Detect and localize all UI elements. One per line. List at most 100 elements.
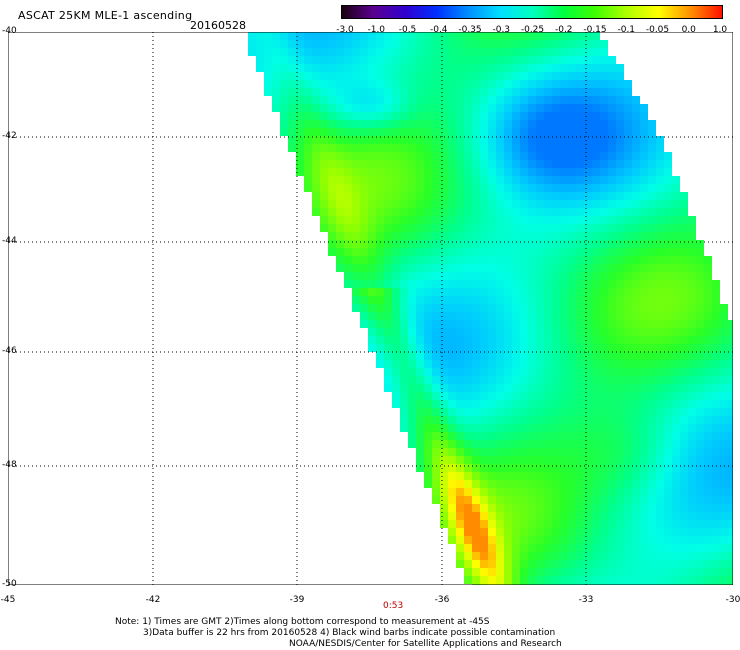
swath-cell [464, 440, 472, 448]
swath-cell [680, 576, 688, 584]
swath-cell [304, 88, 312, 96]
swath-cell [584, 424, 592, 432]
swath-cell [592, 376, 600, 384]
swath-cell [464, 288, 472, 296]
swath-cell [456, 160, 464, 168]
swath-cell [504, 536, 512, 544]
swath-cell [528, 288, 536, 296]
swath-cell [384, 216, 392, 224]
swath-cell [488, 40, 496, 48]
swath-cell [448, 104, 456, 112]
swath-cell [672, 472, 680, 480]
swath-cell [592, 352, 600, 360]
swath-cell [664, 440, 672, 448]
swath-cell [672, 552, 680, 560]
swath-cell [448, 200, 456, 208]
swath-cell [472, 368, 480, 376]
swath-cell [680, 568, 688, 576]
swath-cell [488, 568, 496, 576]
swath-cell [552, 256, 560, 264]
swath-cell [464, 368, 472, 376]
swath-cell [584, 528, 592, 536]
swath-cell [456, 80, 464, 88]
swath-cell [400, 400, 408, 408]
swath-cell [312, 48, 320, 56]
swath-cell [672, 392, 680, 400]
swath-cell [608, 520, 616, 528]
swath-cell [576, 496, 584, 504]
swath-cell [464, 416, 472, 424]
swath-cell [480, 176, 488, 184]
swath-cell [688, 216, 696, 224]
swath-cell [680, 432, 688, 440]
swath-cell [424, 104, 432, 112]
swath-cell [672, 280, 680, 288]
swath-cell [592, 400, 600, 408]
swath-cell [672, 272, 680, 280]
swath-cell [392, 80, 400, 88]
swath-cell [608, 344, 616, 352]
swath-cell [632, 176, 640, 184]
swath-cell [640, 184, 648, 192]
swath-cell [704, 344, 712, 352]
swath-cell [512, 400, 520, 408]
swath-cell [520, 112, 528, 120]
swath-cell [496, 536, 504, 544]
swath-cell [648, 464, 656, 472]
swath-cell [640, 104, 648, 112]
swath-cell [432, 40, 440, 48]
swath-cell [552, 120, 560, 128]
swath-cell [504, 320, 512, 328]
swath-cell [632, 344, 640, 352]
swath-cell [384, 184, 392, 192]
swath-cell [432, 368, 440, 376]
swath-cell [584, 32, 592, 40]
swath-cell [456, 488, 464, 496]
swath-cell [440, 32, 448, 40]
swath-cell [520, 296, 528, 304]
swath-cell [488, 80, 496, 88]
swath-cell [704, 576, 712, 584]
swath-cell [472, 480, 480, 488]
swath-cell [472, 384, 480, 392]
swath-cell [408, 304, 416, 312]
swath-cell [336, 192, 344, 200]
swath-cell [576, 384, 584, 392]
swath-cell [496, 432, 504, 440]
swath-cell [504, 264, 512, 272]
swath-cell [728, 544, 733, 552]
swath-cell [656, 216, 664, 224]
swath-cell [488, 504, 496, 512]
swath-cell [560, 456, 568, 464]
swath-cell [688, 528, 696, 536]
swath-cell [536, 176, 544, 184]
swath-cell [648, 472, 656, 480]
swath-cell [432, 32, 440, 40]
swath-cell [464, 312, 472, 320]
swath-cell [536, 280, 544, 288]
swath-cell [640, 200, 648, 208]
swath-cell [456, 512, 464, 520]
note-line-1: Note: 1) Times are GMT 2)Times along bot… [115, 617, 490, 627]
swath-cell [456, 376, 464, 384]
swath-cell [576, 528, 584, 536]
swath-cell [520, 184, 528, 192]
swath-cell [264, 48, 272, 56]
swath-cell [456, 352, 464, 360]
swath-cell [376, 200, 384, 208]
swath-cell [616, 328, 624, 336]
swath-cell [448, 224, 456, 232]
swath-cell [400, 272, 408, 280]
swath-cell [440, 408, 448, 416]
swath-cell [536, 248, 544, 256]
swath-cell [584, 408, 592, 416]
swath-cell [504, 128, 512, 136]
swath-cell [496, 416, 504, 424]
swath-cell [560, 416, 568, 424]
swath-cell [632, 496, 640, 504]
swath-cell [496, 40, 504, 48]
swath-cell [560, 320, 568, 328]
swath-cell [416, 136, 424, 144]
swath-cell [560, 512, 568, 520]
swath-cell [584, 336, 592, 344]
